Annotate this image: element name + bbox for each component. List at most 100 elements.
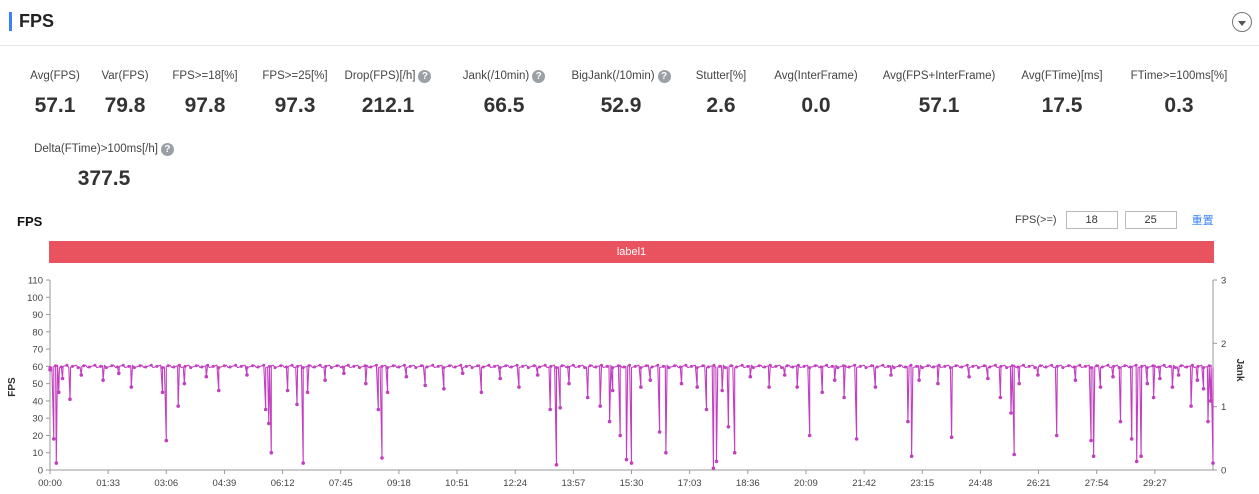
y2-axis-title: Jank: [1234, 359, 1245, 382]
x-tick-label: 04:39: [213, 478, 237, 489]
fps-point: [566, 365, 570, 369]
fps-dip-point: [364, 381, 368, 386]
fps-point: [780, 366, 784, 370]
fps-dip-point: [79, 373, 84, 377]
reset-link[interactable]: 重置: [1191, 215, 1214, 227]
help-icon[interactable]: ?: [657, 69, 671, 83]
fps-dip-point: [182, 381, 187, 386]
fps-point: [71, 364, 74, 368]
fps-point: [211, 364, 215, 368]
fps-point: [881, 363, 885, 367]
fps-point: [358, 366, 361, 370]
fps-dip-point: [906, 419, 910, 424]
chevron-down-icon: [1238, 20, 1246, 26]
help-icon[interactable]: ?: [160, 142, 174, 156]
fps-point: [1005, 366, 1009, 370]
fps-point: [988, 365, 992, 369]
metric-label-text: Avg(FPS+InterFrame): [882, 70, 996, 82]
fps-point: [1078, 363, 1082, 367]
fps-point: [59, 365, 63, 369]
fps-point: [830, 364, 834, 368]
fps-dip-point: [285, 388, 290, 393]
fps-point: [678, 365, 682, 369]
fps-dip-point: [720, 388, 724, 393]
fps-dip-point: [873, 385, 878, 389]
fps-point: [718, 364, 722, 368]
fps-point: [723, 366, 727, 370]
x-tick-label: 01:33: [96, 478, 120, 489]
metric-label-text: FTime>=100ms[%]: [1130, 70, 1228, 82]
fps-point: [1044, 365, 1048, 369]
fps-dip-point: [376, 407, 381, 412]
fps-point: [99, 364, 103, 368]
fps-point: [453, 365, 457, 369]
fps-point: [1089, 366, 1093, 370]
fps-point: [436, 364, 440, 368]
metric-label: Avg(FTime)[ms]: [1021, 70, 1102, 82]
fps-threshold-high-input[interactable]: [1124, 211, 1177, 229]
fps-threshold-low-input[interactable]: [1065, 211, 1118, 229]
fps-dip-point: [767, 385, 771, 389]
fps-point: [549, 364, 553, 368]
fps-point: [965, 363, 969, 367]
fps-dip-point: [1211, 461, 1215, 465]
metric-11: FTime>=100ms[%] 0.3: [1099, 66, 1259, 118]
fps-point: [774, 364, 778, 368]
fps-point: [1129, 365, 1132, 369]
fps-dip-point: [1158, 376, 1162, 381]
fps-dip-point: [517, 385, 521, 389]
y-tick-label: 110: [28, 276, 43, 287]
fps-point: [836, 366, 840, 370]
fps-point: [977, 366, 980, 370]
fps-point: [397, 365, 401, 369]
fps-dip-point: [854, 437, 859, 441]
fps-point: [740, 363, 744, 367]
metric-value: 212.1: [361, 94, 415, 117]
y-tick-label: 50: [32, 379, 43, 390]
fps-point: [757, 364, 761, 368]
fps-point: [785, 364, 789, 368]
fps-dip-point: [535, 373, 540, 377]
fps-dip-point: [1176, 373, 1181, 377]
fps-point: [200, 365, 204, 369]
fps-point: [1157, 365, 1161, 369]
label-bar-text: label1: [616, 246, 647, 258]
fps-point: [813, 364, 817, 368]
collapse-toggle-button[interactable]: [1232, 12, 1252, 32]
fps-point: [560, 364, 564, 368]
fps-dip-point: [263, 407, 268, 412]
metric-label: Delta(FTime)>100ms[/h]?: [34, 142, 174, 156]
fps-point: [290, 363, 294, 367]
fps-dip-point: [52, 437, 56, 441]
fps-point: [864, 366, 868, 370]
metric-8: Avg(InterFrame) 0.0: [736, 66, 896, 118]
fps-chart[interactable]: 0 10 20 30 40 50 60 70 80 90 100 110 0 1 2 3 00:00 01:33 0…: [0, 270, 1259, 494]
metric-label-text: Stutter[%]: [695, 70, 747, 82]
x-tick-label: 26:21: [1027, 478, 1051, 489]
fps-threshold-label: FPS(>=): [1015, 214, 1057, 226]
metric-7: Stutter[%] 2.6: [641, 66, 801, 118]
fps-point: [386, 366, 390, 370]
fps-point: [442, 366, 446, 370]
x-tick-label: 10:51: [445, 478, 469, 489]
metric-label: FTime>=100ms[%]: [1131, 70, 1228, 82]
fps-point: [982, 364, 986, 368]
fps-point: [1038, 364, 1042, 368]
fps-dip-point: [305, 390, 310, 395]
fps-point: [509, 365, 513, 369]
chart-title: FPS: [17, 214, 43, 229]
fps-point: [661, 364, 665, 368]
fps-dip-point: [567, 381, 571, 386]
fps-dip-point: [269, 450, 274, 455]
fps-point: [189, 366, 193, 370]
fps-dip-point: [842, 395, 846, 400]
fps-dip-point: [1170, 385, 1175, 389]
metric-label: Avg(InterFrame): [774, 70, 858, 82]
help-icon[interactable]: ?: [418, 69, 432, 83]
label-bar[interactable]: label1: [49, 241, 1214, 263]
fps-point: [481, 365, 485, 369]
fps-point: [487, 363, 491, 367]
fps-point: [690, 364, 693, 368]
help-icon[interactable]: ?: [532, 69, 546, 83]
fps-point: [583, 366, 587, 370]
